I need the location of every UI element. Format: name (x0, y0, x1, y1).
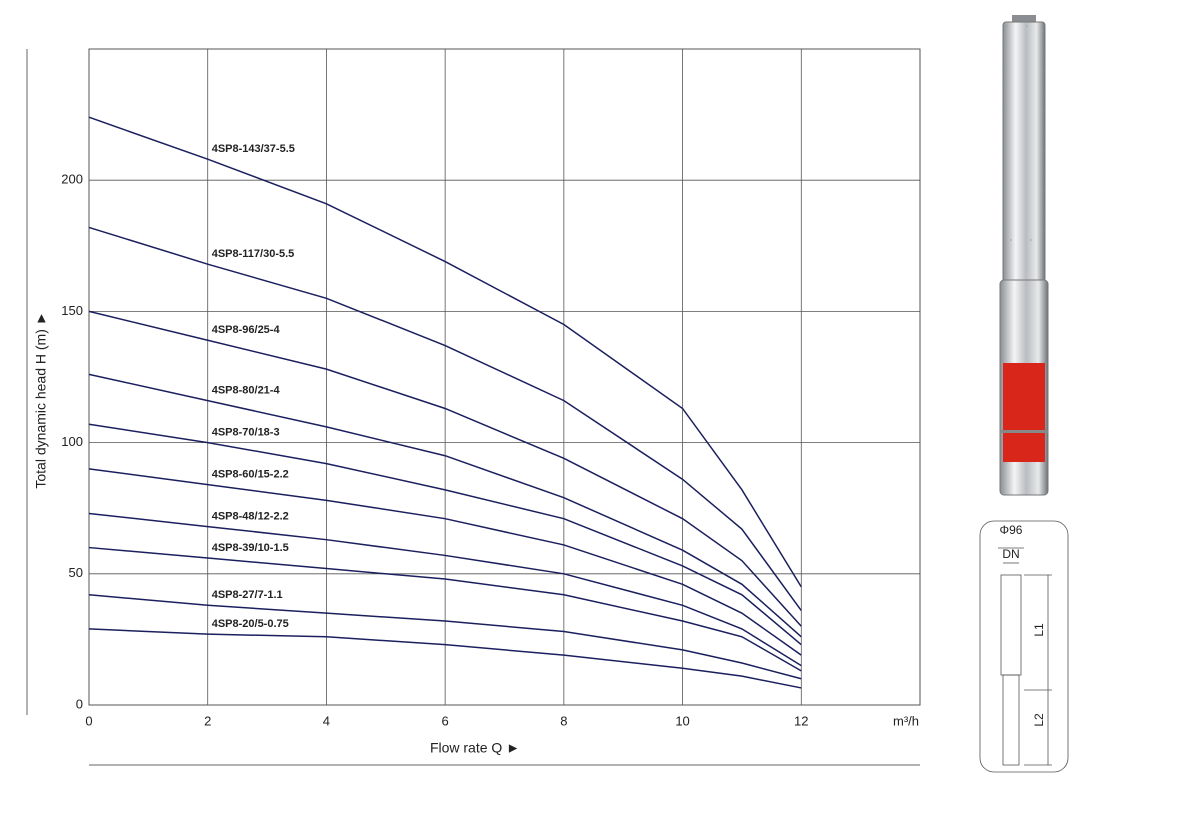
pump-photo (999, 15, 1049, 496)
dimension-label: L2 (1032, 713, 1046, 727)
pump-curve (88, 226, 802, 611)
x-tick-label: 0 (85, 713, 92, 728)
x-tick-label: 12 (794, 713, 808, 728)
pump-curve (88, 310, 802, 627)
pump-curve (88, 468, 802, 656)
x-tick-label: 4 (323, 713, 330, 728)
curve-label: 4SP8-48/12-2.2 (212, 510, 289, 522)
y-tick-label: 100 (61, 434, 83, 449)
y-axis-label: Total dynamic head H (m) ► (33, 311, 49, 488)
pump-curve (88, 373, 802, 638)
curve-label: 4SP8-96/25-4 (212, 324, 281, 336)
curve-label: 4SP8-70/18-3 (212, 427, 280, 439)
y-tick-label: 200 (61, 172, 83, 187)
x-unit: m³/h (893, 713, 919, 728)
curve-label: 4SP8-27/7-1.1 (212, 589, 283, 601)
x-tick-label: 2 (204, 713, 211, 728)
y-tick-label: 150 (61, 303, 83, 318)
curve-label: 4SP8-60/15-2.2 (212, 468, 289, 480)
curve-label: 4SP8-143/37-5.5 (212, 143, 295, 155)
dimension-label: Φ96 (1000, 523, 1023, 537)
y-tick-label: 0 (76, 696, 83, 711)
x-tick-label: 6 (442, 713, 449, 728)
dimension-label: L1 (1032, 623, 1046, 637)
pump-curve (88, 512, 802, 667)
x-tick-label: 10 (675, 713, 689, 728)
y-tick-label: 50 (69, 565, 83, 580)
curve-label: 4SP8-39/10-1.5 (212, 542, 289, 554)
pump-curve (88, 546, 802, 672)
pump-curve (88, 116, 802, 588)
x-tick-label: 8 (560, 713, 567, 728)
pump-curve (88, 423, 802, 646)
dimension-label: DN (1002, 547, 1019, 561)
curve-label: 4SP8-20/5-0.75 (212, 618, 289, 630)
pump-curve (88, 628, 802, 689)
pump-curve (88, 594, 802, 680)
dimension-drawing (979, 520, 1069, 773)
x-axis-label: Flow rate Q ► (430, 740, 520, 756)
curve-label: 4SP8-80/21-4 (212, 385, 281, 397)
curve-label: 4SP8-117/30-5.5 (212, 248, 295, 260)
